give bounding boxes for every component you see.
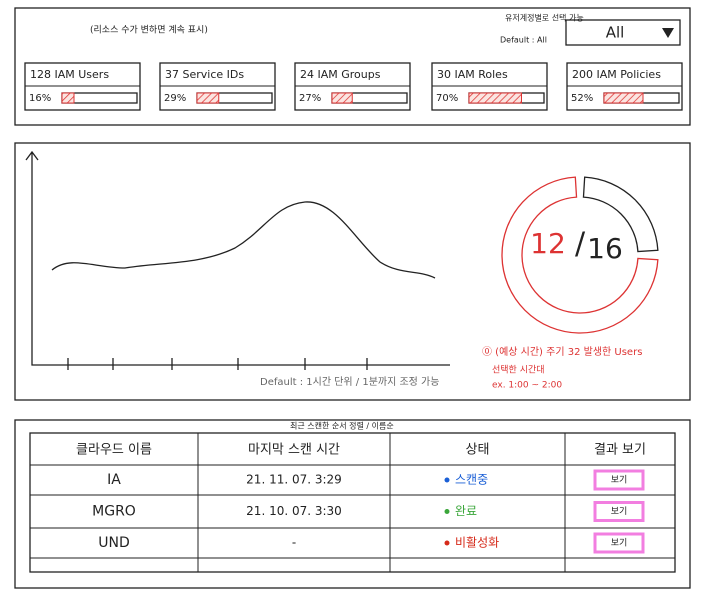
progress-fill <box>196 92 220 104</box>
axes <box>25 150 450 366</box>
filter-note: 유저계정별로 선택 가능 <box>505 13 584 23</box>
status: 완료 <box>455 504 477 518</box>
card-title: 37 Service IDs <box>165 68 244 81</box>
view-button[interactable] <box>593 501 645 522</box>
scan-time: 21. 11. 07. 3:29 <box>246 473 342 487</box>
status-dot <box>444 477 450 483</box>
scan-time: 21. 10. 07. 3:30 <box>246 504 342 518</box>
cloud-name: MGRO <box>92 504 136 520</box>
card-percent: 27% <box>299 93 321 104</box>
donut-sub1: 선택한 시간대 <box>492 365 545 376</box>
status: 비활성화 <box>455 536 499 550</box>
status-dot <box>444 540 450 546</box>
donut-total: 16 <box>587 232 623 265</box>
donut-slash: / <box>575 227 586 262</box>
card-percent: 52% <box>571 93 593 104</box>
header-cell: 클라우드 이름 <box>76 443 152 458</box>
filter-dropdown[interactable] <box>565 19 681 46</box>
table-note: 최근 스캔한 순서 정렬 / 이름순 <box>290 421 394 431</box>
card-percent: 70% <box>436 93 458 104</box>
x-ticks <box>67 358 368 370</box>
view-button[interactable] <box>593 469 645 491</box>
view-label: 보기 <box>611 475 628 486</box>
cards-note: (리소스 수가 변하면 계속 표시) <box>90 24 208 36</box>
status: 스캔중 <box>455 473 488 487</box>
progress-fill <box>603 92 644 104</box>
cloud-name: UND <box>98 535 130 551</box>
donut-value: 12 <box>530 227 566 260</box>
trend-line <box>51 201 436 279</box>
status-dot <box>444 509 450 514</box>
card-title: 128 IAM Users <box>30 68 109 81</box>
cloud-name: IA <box>107 472 121 488</box>
filter-default: Default : All <box>500 36 547 45</box>
progress-fill <box>331 92 353 104</box>
donut-caption: ⓪ (예상 시간) 주기 32 발생한 Users <box>482 346 642 358</box>
progress-fill <box>61 92 75 104</box>
card-title: 24 IAM Groups <box>300 68 381 81</box>
summary-panel <box>14 7 691 126</box>
header-cell: 상태 <box>466 443 490 458</box>
card-percent: 29% <box>164 93 186 104</box>
header-cell: 결과 보기 <box>594 443 646 458</box>
header-cell: 마지막 스캔 시간 <box>248 443 340 458</box>
chart-panel <box>14 142 691 401</box>
dropdown-arrow <box>662 28 674 38</box>
timeline-note: Default : 1시간 단위 / 1분까지 조정 가능 <box>260 375 439 388</box>
card-title: 200 IAM Policies <box>572 68 661 81</box>
view-label: 보기 <box>611 506 628 517</box>
donut-sub2: ex. 1:00 ~ 2:00 <box>492 381 562 391</box>
card-percent: 16% <box>29 93 51 104</box>
view-label: 보기 <box>611 538 628 549</box>
table-frame <box>29 432 676 573</box>
progress-fill <box>468 92 522 104</box>
filter-value: All <box>606 24 625 42</box>
donut-value-arc <box>501 176 659 334</box>
donut-rest-arc <box>582 176 659 253</box>
table-panel <box>14 419 691 589</box>
scan-time: - <box>292 536 296 550</box>
card-title: 30 IAM Roles <box>437 68 508 81</box>
view-button[interactable] <box>593 532 645 554</box>
